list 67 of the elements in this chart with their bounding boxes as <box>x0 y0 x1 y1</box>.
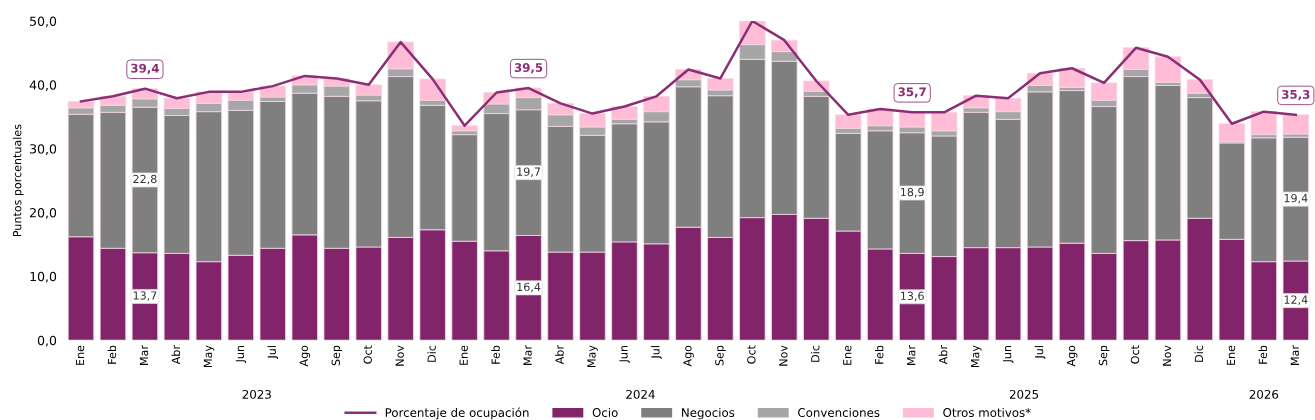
x-tick-label: Jul <box>267 346 279 360</box>
x-tick-label: Ene <box>843 345 852 365</box>
text: 2026 <box>1249 389 1279 399</box>
x-tick-label: Dic <box>427 345 436 362</box>
x-tick-label: Ene <box>459 345 468 365</box>
x-tick-label: Ago <box>683 345 694 367</box>
x-tick-label: Dic <box>810 345 820 362</box>
x-tick-label: Ene <box>1226 345 1236 365</box>
x-tick-label: Mar <box>1290 345 1300 365</box>
x-tick-label: Feb <box>1258 345 1268 364</box>
data-label: 39,4 <box>131 63 159 75</box>
x-tick-label: Ago <box>299 345 311 367</box>
legend-label: Porcentaje de ocupación <box>385 407 529 420</box>
y-tick-label: 10,0 <box>30 271 57 283</box>
y-tick-label: 40,0 <box>29 80 57 92</box>
x-tick-label: Sep <box>331 345 343 366</box>
x-tick-label: Ene <box>75 345 85 365</box>
x-tick-label: Feb <box>107 345 117 364</box>
x-tick-label: Sep <box>715 345 726 366</box>
x-tick-label: Mar <box>139 345 149 365</box>
x-tick-label: Jul <box>651 346 662 360</box>
x-tick-label: Dic <box>1194 345 1204 362</box>
data-label: 39,5 <box>514 63 543 74</box>
x-tick-label: Mar <box>907 345 916 365</box>
data-label: 19,7 <box>517 167 540 177</box>
x-tick-label: Nov <box>395 345 404 366</box>
data-label: 35,7 <box>898 87 926 98</box>
data-label: 19,4 <box>1284 193 1308 204</box>
x-tick-label: Jun <box>235 346 247 363</box>
data-label: 35,3 <box>1282 89 1310 101</box>
legend-label: Ocio <box>592 407 618 418</box>
y-tick-label: 30,0 <box>30 144 57 155</box>
legend-label: Otros motivos* <box>943 407 1031 418</box>
y-tick-label: 0,0 <box>37 335 57 347</box>
x-tick-label: Jun <box>1003 346 1014 363</box>
x-tick-label: Nov <box>1162 345 1172 366</box>
x-tick-label: Nov <box>779 345 788 366</box>
text: 2023 <box>242 389 271 399</box>
x-tick-label: Ago <box>1067 345 1078 367</box>
x-tick-label: Oct <box>1130 345 1140 364</box>
x-tick-label: Oct <box>747 345 756 364</box>
x-tick-label: May <box>203 345 215 367</box>
y-tick-label: 50,0 <box>30 16 57 28</box>
x-tick-label: May <box>587 345 598 367</box>
data-label: 16,4 <box>517 282 541 293</box>
legend-label: Convenciones <box>798 407 880 418</box>
x-tick-label: Mar <box>523 345 532 365</box>
data-label: 18,9 <box>901 187 924 198</box>
x-tick-label: Sep <box>1098 345 1110 366</box>
x-tick-label: Abr <box>938 345 948 365</box>
x-tick-label: Abr <box>555 345 564 365</box>
legend-label: Negocios <box>682 407 735 420</box>
x-tick-label: Jun <box>619 346 630 363</box>
data-label: 12,4 <box>1284 295 1308 305</box>
x-tick-label: Feb <box>491 345 500 364</box>
data-label: 13,6 <box>901 291 924 302</box>
data-label: 13,7 <box>133 291 157 301</box>
text: 2025 <box>1009 389 1039 399</box>
x-tick-label: Abr <box>171 345 181 365</box>
text: 2024 <box>626 389 655 399</box>
x-tick-label: Jul <box>1034 346 1046 360</box>
x-tick-label: Feb <box>874 345 884 364</box>
x-tick-label: May <box>971 345 982 367</box>
data-label: 22,8 <box>133 174 157 185</box>
x-tick-label: Oct <box>363 345 372 364</box>
y-axis-title: Puntos porcentuales <box>12 124 24 237</box>
y-tick-label: 20,0 <box>30 207 57 219</box>
